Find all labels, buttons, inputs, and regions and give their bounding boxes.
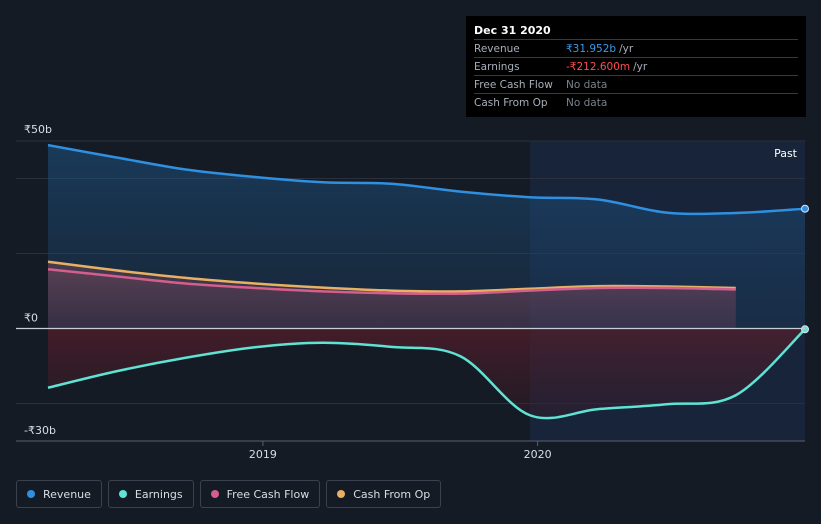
legend-dot-icon (210, 490, 219, 498)
legend-dot-icon (118, 490, 127, 498)
tooltip-row-label: Free Cash Flow (474, 78, 553, 91)
tooltip-row-value: ₹31.952b (566, 42, 617, 55)
tooltip-row-label: Cash From Op (474, 96, 548, 109)
legend-dot-icon (27, 490, 35, 498)
tooltip-row: Revenue ₹31.952b/yr (474, 39, 798, 57)
tooltip-row-unit: /yr (633, 60, 648, 73)
tooltip-row-unit: /yr (619, 42, 634, 55)
x-tick-label: 2020 (524, 448, 552, 461)
revenue-line (47, 143, 806, 216)
legend-label: Earnings (134, 487, 183, 501)
y-tick-label: -₹30b (24, 424, 56, 437)
tooltip-row: Earnings -₹212.600m/yr (474, 57, 798, 75)
series-lines (47, 143, 809, 420)
earnings-area (48, 328, 805, 419)
tooltip-row-label: Earnings (474, 60, 520, 73)
legend-label: Revenue (43, 487, 91, 501)
past-label: Past (774, 147, 798, 160)
legend-item-free-cash-flow[interactable]: Free Cash Flow (199, 480, 321, 508)
legend-item-revenue[interactable]: Revenue (16, 480, 102, 508)
earnings-endpoint (801, 325, 809, 334)
x-tick-label: 2019 (249, 448, 277, 461)
tooltip-row-value: -₹212.600m (566, 60, 631, 73)
legend-label: Free Cash Flow (226, 487, 310, 501)
legend: Revenue Earnings Free Cash Flow Cash From O… (16, 480, 442, 508)
cash-from-op-line (47, 260, 736, 293)
tooltip-date: Dec 31 2020 (474, 24, 551, 37)
tooltip-panel: Dec 31 2020 Revenue ₹31.952b/yr Earnings -₹… (466, 16, 806, 117)
tooltip-row-label: Revenue (474, 42, 520, 55)
tooltip-row-value: No data (566, 96, 608, 109)
legend-item-cash-from-op[interactable]: Cash From Op (326, 480, 442, 508)
tooltip-row: Cash From Op No data (474, 93, 798, 111)
earnings-line (47, 328, 806, 420)
free-cash-flow-line (47, 268, 736, 296)
chart-area: ₹50b ₹0 -₹30b 2019 2020 Past (16, 123, 809, 461)
legend-label: Cash From Op (353, 487, 431, 501)
tooltip-row: Free Cash Flow No data (474, 75, 798, 93)
free-cash-flow-area (48, 269, 736, 329)
legend-item-earnings[interactable]: Earnings (107, 480, 194, 508)
revenue-endpoint (801, 204, 809, 213)
tooltip-row-value: No data (566, 78, 608, 91)
legend-dot-icon (337, 490, 346, 498)
axes (16, 327, 805, 442)
y-tick-label: ₹0 (24, 312, 38, 325)
y-tick-label: ₹50b (24, 123, 52, 136)
axis-labels: ₹50b ₹0 -₹30b 2019 2020 Past (24, 123, 798, 461)
